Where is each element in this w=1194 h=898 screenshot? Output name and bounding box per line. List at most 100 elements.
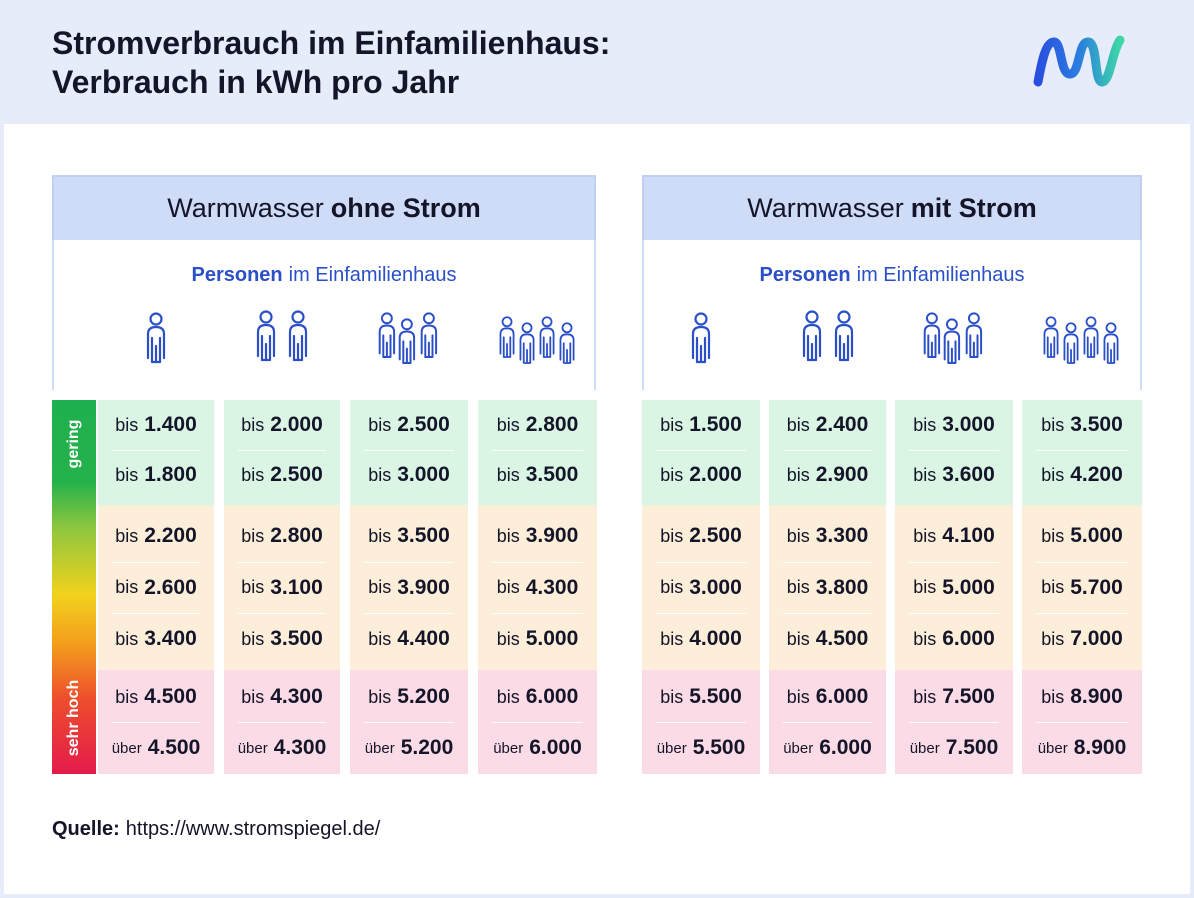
row-divider [656, 613, 746, 614]
title-line-1: Stromverbrauch im Einfamilienhaus: [52, 25, 611, 61]
table-cell: über 7.500 [895, 722, 1013, 774]
cell-prefix: bis [241, 628, 265, 649]
cell-value: 5.200 [397, 685, 450, 708]
cell-prefix: bis [496, 628, 520, 649]
cell-prefix: bis [913, 628, 937, 649]
band-orange [1022, 505, 1142, 670]
cell-prefix: über [1037, 739, 1068, 757]
cell-prefix: bis [786, 525, 810, 546]
cell-prefix: bis [115, 525, 139, 546]
row-divider [909, 613, 999, 614]
cell-prefix: bis [115, 414, 139, 435]
cell-value: 6.000 [819, 736, 872, 759]
table-cell: bis 3.000 [642, 562, 760, 613]
band-green [98, 400, 214, 505]
cell-prefix: bis [913, 464, 937, 485]
persons-2-icon [256, 310, 308, 362]
table-cell: bis 1.500 [642, 400, 760, 450]
cell-prefix: bis [368, 414, 392, 435]
table-cell: bis 3.500 [1022, 400, 1142, 450]
band-green [478, 400, 597, 505]
cell-prefix: bis [913, 577, 937, 597]
cell-value: 3.300 [815, 524, 869, 547]
cell-value: 3.800 [815, 575, 869, 599]
cell-prefix: bis [786, 464, 810, 485]
cell-value: 6.000 [815, 685, 869, 708]
cell-prefix: bis [496, 464, 520, 485]
table-cell: bis 3.500 [350, 510, 468, 562]
band-orange [98, 505, 214, 670]
cell-prefix: bis [496, 577, 520, 597]
cell-prefix: über [656, 739, 687, 757]
row-divider [238, 722, 326, 723]
table-cell: bis 3.100 [224, 562, 340, 613]
table-cell: bis 5.700 [1022, 562, 1142, 613]
table-cell: bis 4.400 [350, 613, 468, 665]
cell-value: 8.900 [1073, 736, 1127, 759]
band-green [1022, 400, 1142, 505]
band-orange [350, 505, 468, 670]
cell-prefix: bis [660, 577, 684, 597]
cell-prefix: bis [115, 686, 139, 707]
cell-value: 1.800 [144, 463, 197, 486]
row-divider [656, 722, 746, 723]
cell-value: 4.500 [815, 627, 869, 650]
table-cell: bis 6.000 [895, 613, 1013, 665]
row-divider [238, 613, 326, 614]
cell-value: 3.500 [270, 627, 323, 650]
persons-icon-cell-3 [895, 306, 1013, 372]
row-divider [492, 450, 583, 451]
cell-value: 5.200 [400, 736, 454, 759]
table-cell: bis 6.000 [478, 672, 597, 722]
cell-prefix: über [909, 739, 940, 757]
table-cell: bis 3.000 [350, 450, 468, 500]
band-orange [224, 505, 340, 670]
table-cell: bis 4.200 [1022, 450, 1142, 500]
cell-value: 5.000 [525, 627, 579, 650]
persons-icon-cell-1 [642, 306, 760, 372]
cell-value: 2.800 [525, 413, 579, 436]
persons-icon-cell-4 [1022, 306, 1142, 372]
table-cell: bis 3.900 [478, 510, 597, 562]
cell-prefix: bis [786, 414, 810, 435]
cell-value: 6.000 [529, 736, 582, 759]
cell-value: 2.500 [270, 463, 323, 486]
persons-label-right: Personen im Einfamilienhaus [642, 264, 1142, 287]
table-cell: bis 8.900 [1022, 672, 1142, 722]
cell-prefix: bis [913, 414, 937, 435]
cell-value: 4.200 [1070, 463, 1123, 486]
table-cell: bis 7.500 [895, 672, 1013, 722]
table-cell: bis 2.800 [478, 400, 597, 450]
cell-prefix: bis [660, 525, 684, 546]
cell-prefix: bis [913, 686, 937, 707]
table-cell: über 6.000 [478, 722, 597, 774]
cell-value: 2.600 [144, 575, 197, 599]
panel-title-bold: mit Strom [910, 193, 1037, 223]
cell-value: 4.300 [273, 736, 327, 759]
panel-head-mit-strom: Warmwasser mit Strom [642, 175, 1142, 240]
panel-sub-ohne-strom [52, 240, 596, 390]
cell-value: 5.000 [1070, 524, 1123, 547]
cell-value: 5.500 [689, 685, 742, 708]
row-divider [364, 450, 454, 451]
band-orange [642, 505, 760, 670]
table-cell: bis 2.500 [350, 400, 468, 450]
band-green [642, 400, 760, 505]
cell-value: 2.400 [815, 413, 869, 436]
persons-label-bold: Personen [759, 264, 851, 286]
cell-prefix: bis [786, 686, 810, 707]
persons-label-left: Personen im Einfamilienhaus [52, 264, 596, 287]
row-divider [492, 722, 583, 723]
cell-value: 4.500 [147, 736, 201, 759]
page-title: Stromverbrauch im Einfamilienhaus: Verbr… [52, 24, 610, 102]
cell-value: 3.600 [942, 463, 995, 486]
cell-prefix: bis [368, 464, 392, 485]
row-divider [112, 450, 200, 451]
table-cell: bis 4.100 [895, 510, 1013, 562]
row-divider [1036, 722, 1128, 723]
cell-value: 3.500 [1070, 413, 1123, 436]
cell-prefix: bis [368, 686, 392, 707]
band-green [895, 400, 1013, 505]
cell-prefix: bis [1041, 686, 1065, 707]
